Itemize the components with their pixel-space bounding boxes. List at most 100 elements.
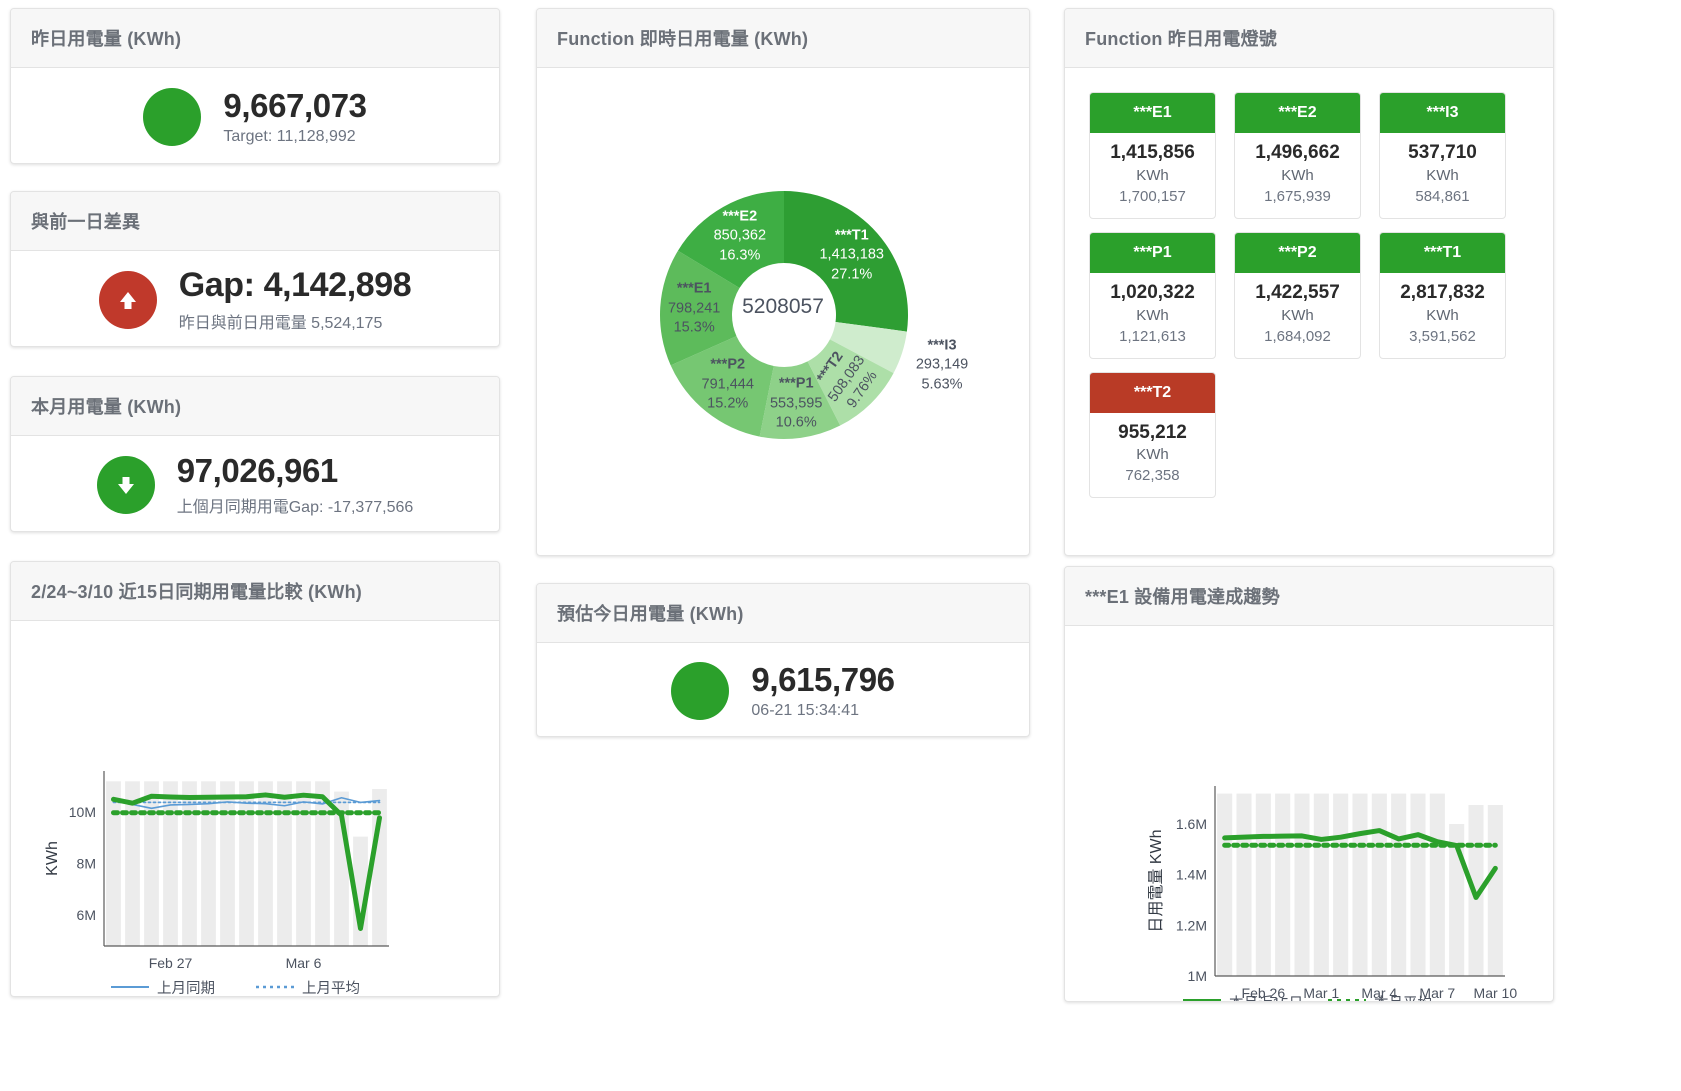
donut-slice[interactable]	[660, 250, 740, 366]
status-tile-target: 584,861	[1415, 187, 1470, 205]
x-tick-label: Mar 6	[286, 955, 322, 971]
donut-chart: 5208057 ***T1 1,413,183 27.1% ***I3 293,149 5…	[537, 68, 1029, 555]
donut-slice[interactable]	[670, 336, 774, 437]
card-day-gap-body: Gap: 4,142,898 昨日與前日用電量 5,524,175	[11, 251, 499, 346]
status-tile[interactable]: ***I3 537,710 KWh 584,861	[1379, 92, 1506, 219]
legend-label: 本月平均	[1374, 995, 1432, 1002]
card-month-usage-sub: 上個月同期用電Gap: -17,377,566	[176, 498, 414, 516]
status-tile[interactable]: ***E1 1,415,856 KWh 1,700,157	[1089, 92, 1216, 219]
target-bar	[1410, 793, 1426, 976]
donut-slice[interactable]	[677, 191, 784, 289]
target-bar	[163, 781, 178, 946]
card-yesterday-title: 昨日用電量 (KWh)	[11, 9, 499, 68]
status-tile-unit: KWh	[1281, 166, 1314, 184]
status-tile-value: 1,422,557	[1255, 281, 1340, 303]
arrow-up-icon	[98, 270, 157, 329]
target-bar	[106, 781, 121, 946]
status-tile-name: ***P1	[1090, 232, 1215, 273]
target-bar	[1371, 793, 1387, 976]
panel-light-status-title: Function 昨日用電燈號	[1065, 9, 1553, 68]
panel-light-status-body: ***E1 1,415,856 KWh 1,700,157 ***E2 1,496,662…	[1065, 68, 1553, 555]
x-tick-label: Mar 4	[1361, 985, 1397, 1001]
series-line-thick	[111, 792, 382, 931]
status-tile-body: 1,422,557 KWh 1,684,092	[1235, 273, 1360, 358]
series-line-thin	[112, 796, 381, 810]
status-tile[interactable]: ***P1 1,020,322 KWh 1,121,613	[1089, 231, 1216, 359]
status-tile-body: 1,415,856 KWh 1,700,157	[1090, 133, 1215, 218]
panel-trend-chart-title: ***E1 設備用電達成趨勢	[1065, 567, 1553, 626]
card-day-gap: 與前一日差異 Gap: 4,142,898 昨日與前日用電量 5,524,175	[10, 191, 500, 347]
card-estimate-today-body: 9,615,796 06-21 15:34:41	[537, 643, 1029, 736]
status-tile-unit: KWh	[1136, 306, 1169, 324]
donut-slice[interactable]	[784, 191, 908, 332]
panel-trend-chart-body: 1M 1.2M 1.4M 1.6M 日用電量 KWh Feb 26 Mar 1 Mar 4 Ma…	[1065, 626, 1553, 1002]
panel-realtime-donut-title: Function 即時日用電量 (KWh)	[537, 9, 1029, 68]
circle-icon	[143, 87, 202, 146]
target-bar	[258, 781, 273, 946]
donut-slice[interactable]	[759, 361, 841, 439]
status-tile-name: ***T1	[1380, 232, 1505, 273]
target-bar	[182, 781, 197, 946]
legend-label: 上月同期	[157, 980, 215, 997]
status-tile-value: 537,710	[1408, 142, 1477, 163]
status-tile-name: ***E2	[1235, 93, 1360, 133]
status-tile-name: ***I3	[1380, 93, 1505, 133]
x-tick-label: Mar 7	[1419, 985, 1455, 1001]
status-tile-body: 1,020,322 KWh 1,121,613	[1090, 273, 1215, 358]
status-tile-unit: KWh	[1426, 166, 1459, 184]
card-yesterday-target: Target: 11,128,992	[223, 127, 356, 145]
status-tile-value: 1,415,856	[1110, 142, 1195, 163]
status-tile-value: 1,020,322	[1110, 281, 1195, 303]
target-bar	[1429, 793, 1445, 976]
legend-label: 上月平均	[302, 980, 360, 997]
target-bar	[277, 781, 292, 946]
target-bar	[1255, 793, 1271, 976]
card-month-usage-title: 本月用電量 (KWh)	[11, 377, 499, 436]
status-tile-value: 1,496,662	[1255, 142, 1340, 163]
card-yesterday-body: 9,667,073 Target: 11,128,992	[11, 68, 499, 163]
target-bar	[239, 781, 254, 946]
status-tile-body: 537,710 KWh 584,861	[1380, 133, 1505, 218]
status-tile-unit: KWh	[1136, 166, 1169, 184]
panel-light-status: Function 昨日用電燈號 ***E1 1,415,856 KWh 1,700,1…	[1064, 8, 1554, 556]
x-tick-label: Mar 10	[1474, 985, 1518, 1001]
status-tile[interactable]: ***T2 955,212 KWh 762,358	[1089, 371, 1216, 499]
status-tile-name: ***E1	[1090, 93, 1215, 133]
target-bar	[1333, 793, 1349, 976]
status-tile-target: 762,358	[1125, 467, 1180, 485]
x-tick-label: Feb 26	[1242, 985, 1286, 1001]
target-bar	[1313, 793, 1329, 976]
card-estimate-today: 預估今日用電量 (KWh) 9,615,796 06-21 15:34:41	[536, 583, 1030, 737]
target-bar	[1294, 793, 1310, 976]
y-tick-label: 6M	[77, 907, 96, 923]
panel-compare-chart-title: 2/24~3/10 近15日同期用電量比較 (KWh)	[11, 562, 499, 621]
panel-realtime-donut: Function 即時日用電量 (KWh) 5208057 ***T1 1,413…	[536, 8, 1030, 556]
status-tile-body: 1,496,662 KWh 1,675,939	[1235, 133, 1360, 218]
legend-label: 本月近15日	[1229, 995, 1303, 1002]
target-bar	[1487, 805, 1503, 976]
card-day-gap-sub: 昨日與前日用電量 5,524,175	[178, 314, 383, 332]
card-yesterday-value: 9,667,073	[223, 87, 367, 125]
target-bar	[1275, 793, 1291, 976]
donut-slice[interactable]	[807, 339, 894, 426]
status-tile-target: 1,121,613	[1119, 327, 1186, 345]
status-tile-target: 1,700,157	[1119, 187, 1186, 205]
card-month-usage-body: 97,026,961 上個月同期用電Gap: -17,377,566	[11, 436, 499, 531]
donut-slice[interactable]	[829, 321, 907, 374]
status-tile[interactable]: ***P2 1,422,557 KWh 1,684,092	[1234, 231, 1361, 359]
status-tile-value: 955,212	[1118, 421, 1187, 443]
status-tile-target: 1,684,092	[1264, 327, 1331, 345]
target-bar	[125, 781, 140, 946]
target-bar	[220, 781, 235, 946]
card-day-gap-value: Gap: 4,142,898	[178, 266, 412, 305]
circle-icon	[671, 661, 730, 720]
status-tile[interactable]: ***T1 2,817,832 KWh 3,591,562	[1379, 231, 1506, 359]
y-tick-label: 1.6M	[1176, 816, 1207, 832]
card-estimate-today-title: 預估今日用電量 (KWh)	[537, 584, 1029, 643]
status-tile[interactable]: ***E2 1,496,662 KWh 1,675,939	[1234, 92, 1361, 219]
trend-line-chart: 1M 1.2M 1.4M 1.6M 日用電量 KWh Feb 26 Mar 1 Mar 4 Ma…	[1065, 626, 1553, 1002]
status-tile-body: 2,817,832 KWh 3,591,562	[1380, 273, 1505, 358]
y-axis-title: KWh	[44, 841, 61, 876]
